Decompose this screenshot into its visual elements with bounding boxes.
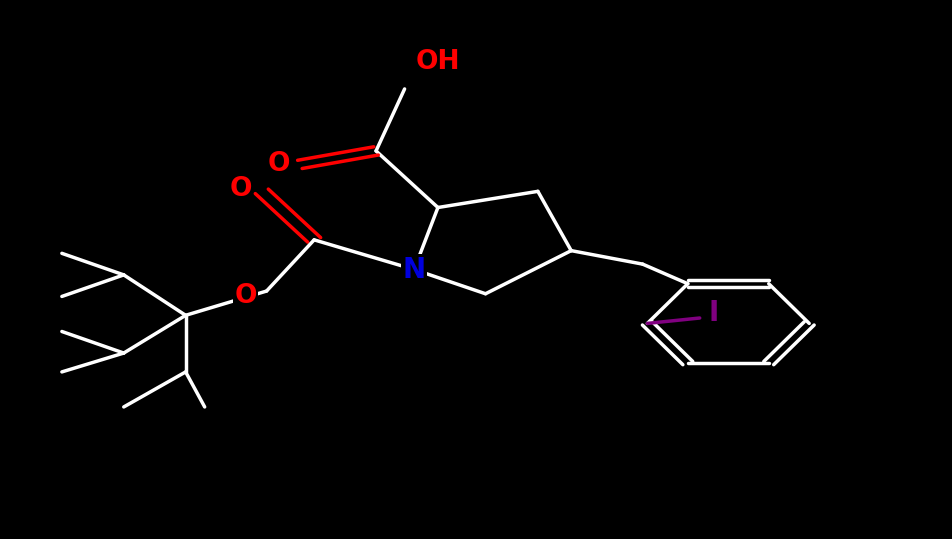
Text: OH: OH xyxy=(416,49,460,75)
Text: O: O xyxy=(229,176,252,202)
Text: N: N xyxy=(403,255,426,284)
Text: O: O xyxy=(268,151,290,177)
Text: O: O xyxy=(234,284,257,309)
Text: I: I xyxy=(709,299,719,327)
